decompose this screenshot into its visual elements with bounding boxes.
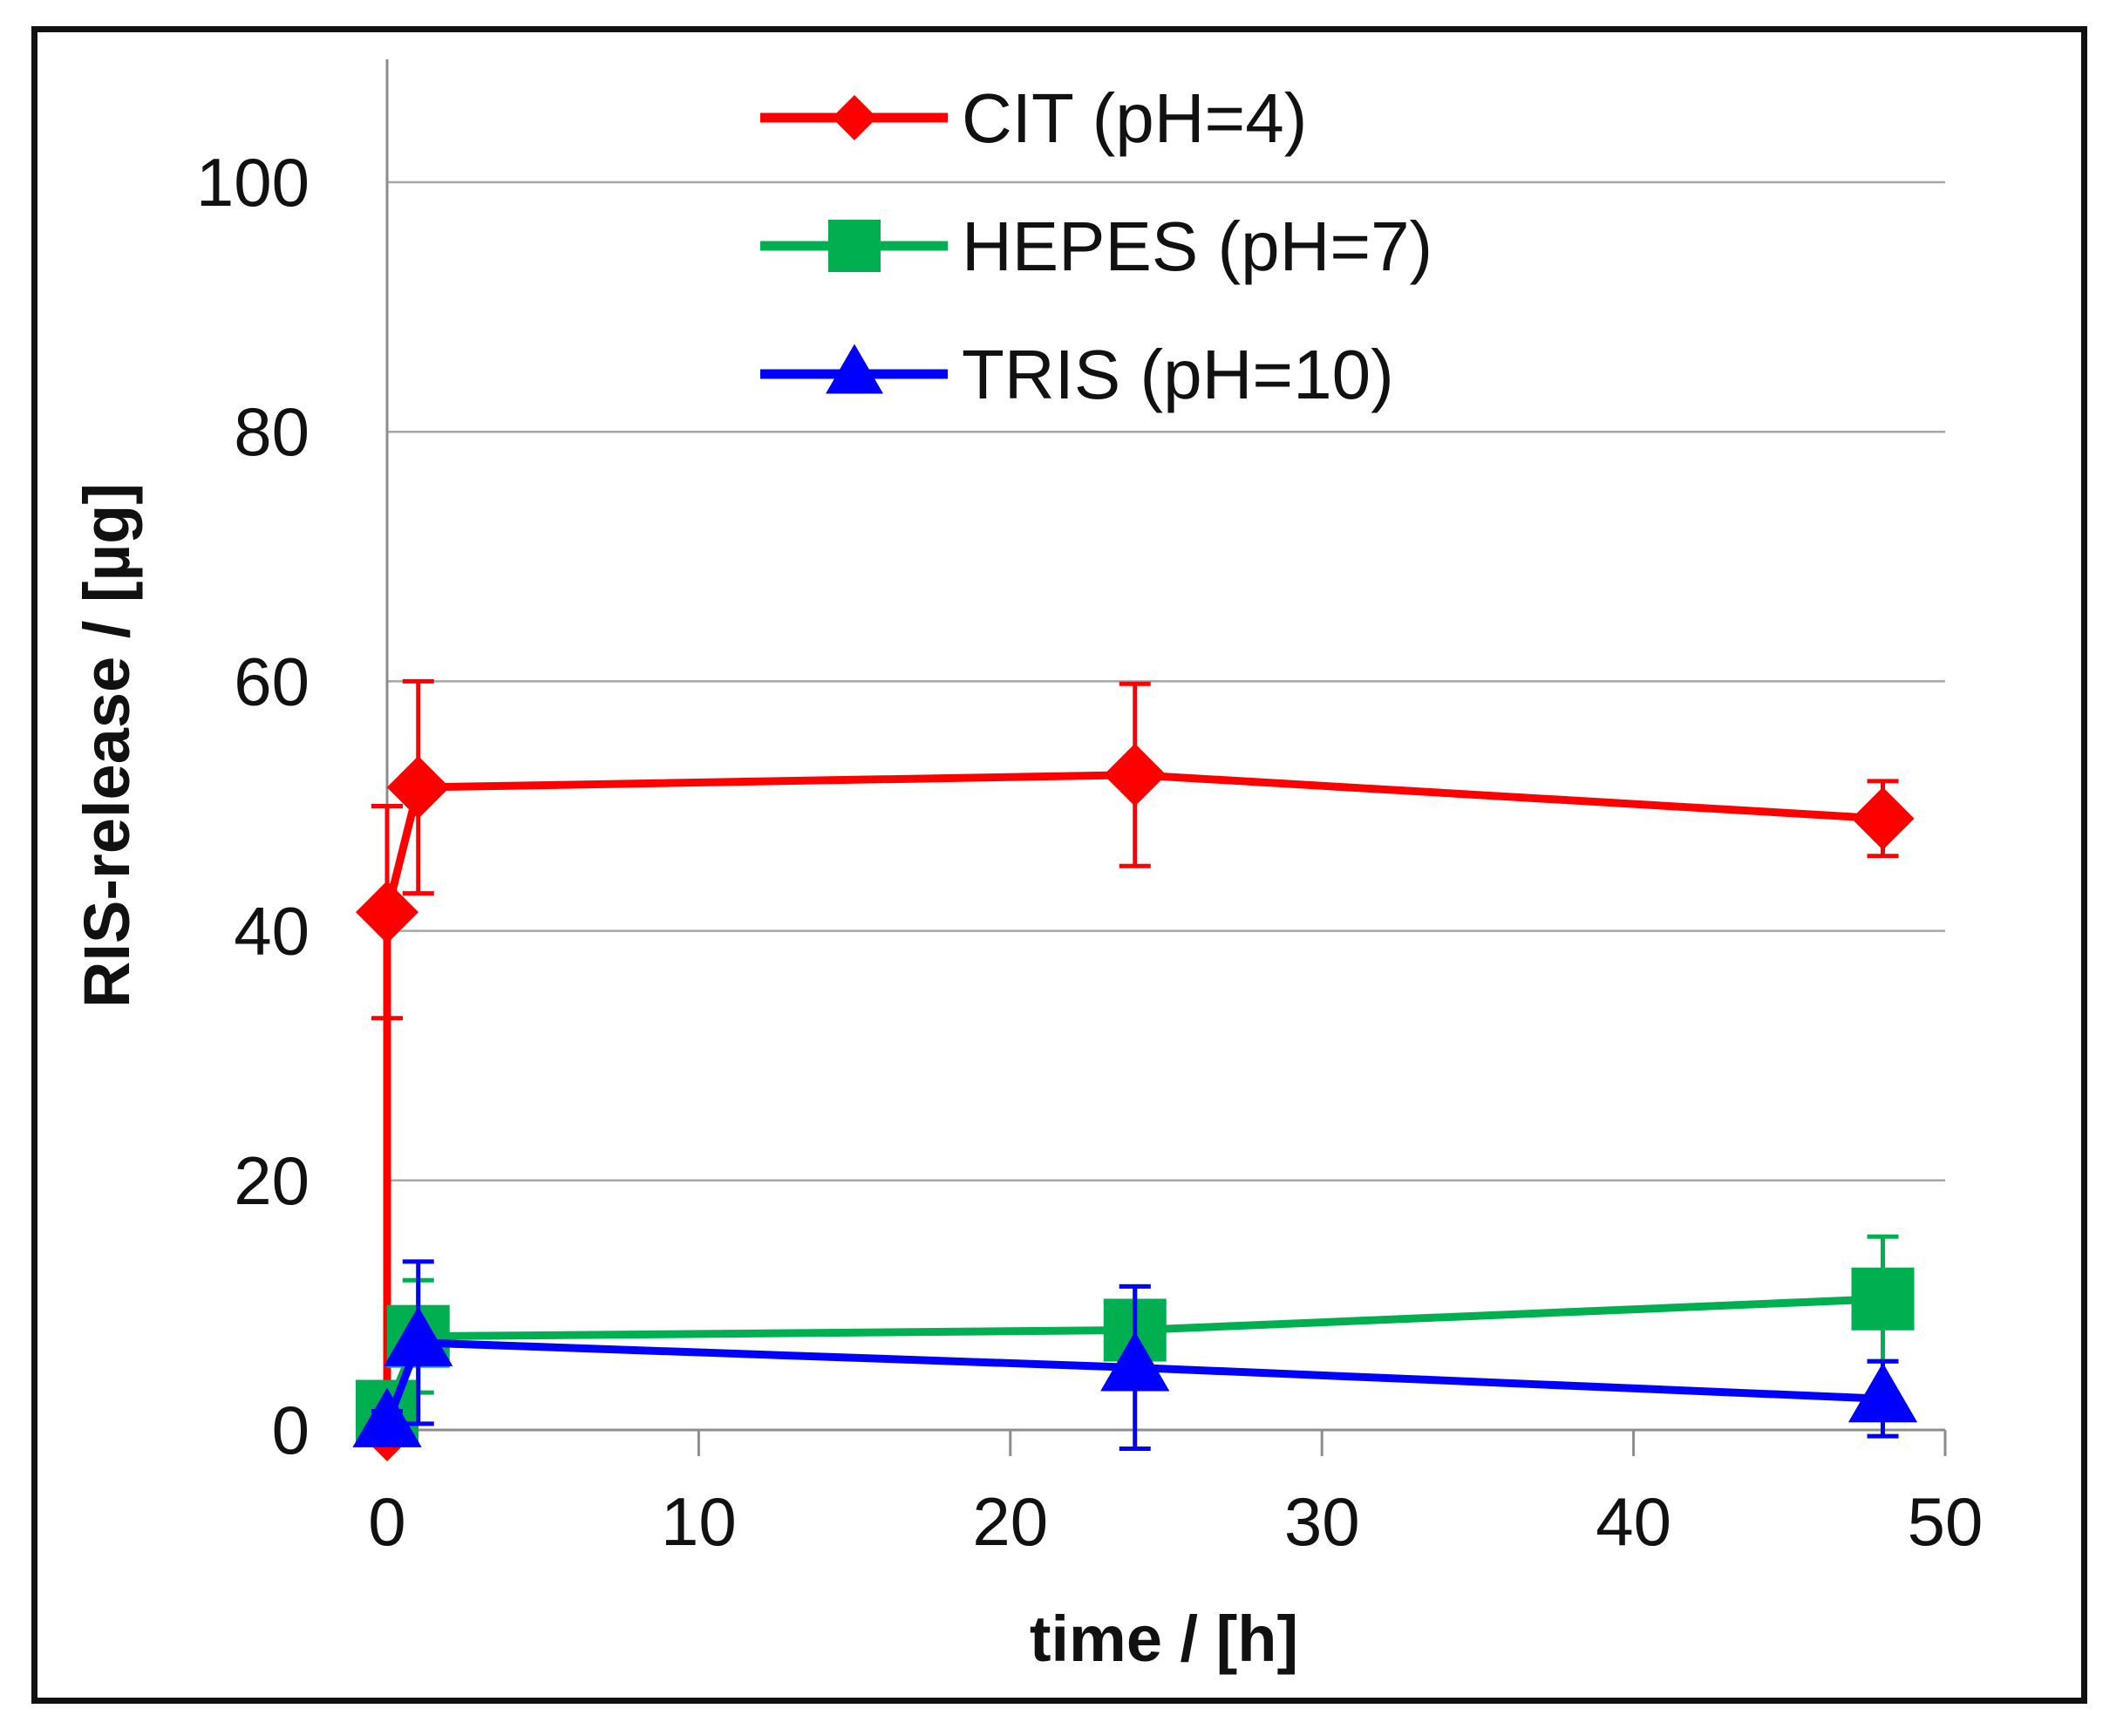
data-point-tris-0 bbox=[352, 1387, 422, 1447]
data-point-tris-3 bbox=[1847, 1362, 1918, 1423]
series-layer bbox=[352, 678, 1918, 1461]
legend-marker-tris bbox=[826, 344, 883, 394]
data-point-tris-2 bbox=[1100, 1331, 1170, 1392]
legend-item-cit: CIT (pH=4) bbox=[760, 79, 1307, 157]
data-point-cit-4 bbox=[1851, 786, 1915, 850]
legend-label-tris: TRIS (pH=10) bbox=[962, 336, 1394, 413]
series-line-tris bbox=[383, 1338, 1883, 1426]
y-tick-label-20: 20 bbox=[234, 1142, 310, 1219]
data-point-tris-1 bbox=[384, 1306, 453, 1366]
series-cit bbox=[356, 678, 1915, 1461]
y-tick-label-80: 80 bbox=[234, 393, 310, 470]
data-point-hepes-3 bbox=[1851, 1267, 1915, 1331]
y-tick-label-60: 60 bbox=[234, 643, 310, 719]
legend-label-cit: CIT (pH=4) bbox=[962, 79, 1307, 157]
x-axis-title: time / [h] bbox=[1030, 1603, 1298, 1675]
data-point-cit-3 bbox=[1103, 743, 1167, 807]
x-tick-label-20: 20 bbox=[972, 1483, 1048, 1560]
legend-item-tris: TRIS (pH=10) bbox=[760, 336, 1394, 413]
y-tick-label-100: 100 bbox=[196, 144, 310, 221]
legend-label-hepes: HEPES (pH=7) bbox=[962, 208, 1432, 285]
y-axis-title: RIS-release / [µg] bbox=[71, 483, 143, 1008]
grid-layer bbox=[387, 180, 1945, 1182]
data-point-cit-2 bbox=[386, 756, 450, 820]
x-tick-label-0: 0 bbox=[368, 1483, 405, 1560]
x-tick-label-50: 50 bbox=[1908, 1483, 1984, 1560]
y-tick-label-0: 0 bbox=[272, 1392, 310, 1468]
legend: CIT (pH=4) HEPES (pH=7) TRIS (pH=10) bbox=[760, 79, 1432, 413]
legend-item-hepes: HEPES (pH=7) bbox=[760, 208, 1432, 285]
axis-layer: 0 20 40 60 80 100 0 10 20 30 40 50 bbox=[196, 59, 1984, 1560]
x-tick-label-30: 30 bbox=[1284, 1483, 1360, 1560]
data-point-cit-1 bbox=[356, 881, 418, 944]
y-tick-label-40: 40 bbox=[234, 893, 310, 970]
series-tris bbox=[352, 1259, 1918, 1451]
x-tick-label-10: 10 bbox=[661, 1483, 737, 1560]
legend-marker-hepes bbox=[828, 220, 881, 272]
x-tick-label-40: 40 bbox=[1596, 1483, 1671, 1560]
legend-marker-cit bbox=[832, 95, 877, 140]
